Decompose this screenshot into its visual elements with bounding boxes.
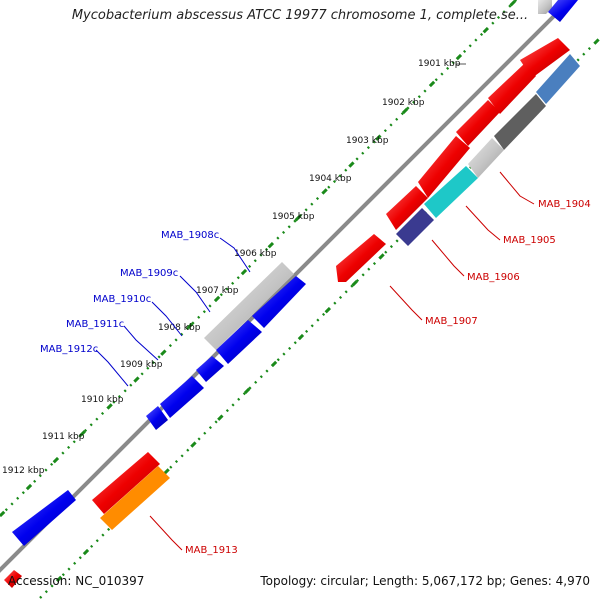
map-title: Mycobacterium abscessus ATCC 19977 chrom… — [71, 8, 529, 23]
kbp-tick-label: 1909 kbp — [120, 360, 163, 370]
gene-forward[interactable] — [456, 100, 500, 146]
gene-forward-inner[interactable] — [424, 166, 478, 218]
gene-forward[interactable] — [92, 452, 160, 514]
gene-forward[interactable] — [520, 38, 570, 78]
kbp-tick-label: 1907 kbp — [196, 286, 239, 296]
chromosome-backbone — [0, 0, 573, 573]
gene-reverse[interactable] — [252, 276, 306, 328]
forward-strand-genes — [4, 0, 578, 588]
gene-label-forward[interactable]: MAB_1904 — [538, 199, 591, 210]
kbp-tick-label: 1904 kbp — [309, 174, 352, 184]
genome-summary-text: Topology: circular; Length: 5,067,172 bp… — [260, 574, 590, 588]
kbp-tick-label: 1912 kbp — [2, 466, 45, 476]
gene-label-reverse[interactable]: MAB_1910c — [93, 294, 151, 305]
gene-reverse[interactable] — [196, 356, 224, 382]
gene-label-reverse[interactable]: MAB_1912c — [40, 344, 98, 355]
gene-reverse[interactable] — [12, 490, 76, 546]
forward-strand-genes-inner — [100, 54, 580, 530]
gene-label-reverse[interactable]: MAB_1908c — [161, 230, 219, 241]
gene-forward[interactable] — [386, 186, 428, 230]
gene-label-forward[interactable]: MAB_1913 — [185, 545, 238, 556]
reverse-label-leaders — [95, 237, 251, 387]
gene-reverse[interactable] — [146, 406, 168, 430]
reverse-strand-genes — [12, 262, 306, 546]
gene-forward-inner[interactable] — [468, 138, 504, 178]
forward-label-leaders — [149, 171, 535, 551]
outer-major-ticks — [0, 0, 519, 518]
kbp-tick-label: 1906 kbp — [234, 249, 277, 259]
gene-label-forward[interactable]: MAB_1905 — [503, 235, 556, 246]
gene-forward[interactable] — [488, 64, 536, 114]
accession-text: Accession: NC_010397 — [8, 574, 145, 588]
gene-label-reverse[interactable]: MAB_1911c — [66, 319, 124, 330]
gene-forward-inner[interactable] — [536, 54, 580, 104]
gene-forward[interactable] — [4, 570, 22, 588]
gene-forward[interactable] — [418, 136, 470, 198]
kbp-tick-label: 1902 kbp — [382, 98, 425, 108]
gene-reverse[interactable] — [160, 376, 204, 418]
gene-forward-inner[interactable] — [494, 94, 546, 150]
gene-label-forward[interactable]: MAB_1906 — [467, 272, 520, 283]
gene-label-reverse[interactable]: MAB_1909c — [120, 268, 178, 279]
gene-forward-inner[interactable] — [100, 466, 170, 530]
kbp-tick-label: 1905 kbp — [272, 212, 315, 222]
kbp-tick-label: 1901 kbp — [418, 59, 461, 69]
kbp-tick-label: 1911 kbp — [42, 432, 85, 442]
gene-label-forward[interactable]: MAB_1907 — [425, 316, 478, 327]
gene-reverse[interactable] — [204, 262, 294, 350]
gene-forward[interactable] — [336, 234, 386, 282]
gene-forward[interactable] — [548, 0, 578, 22]
kbp-tick-label: 1903 kbp — [346, 136, 389, 146]
gene-forward-inner[interactable] — [396, 208, 434, 246]
kbp-tick-label: 1910 kbp — [81, 395, 124, 405]
gene-forward[interactable] — [538, 0, 552, 14]
kbp-tick-label: 1908 kbp — [158, 323, 201, 333]
gene-reverse[interactable] — [216, 320, 262, 364]
